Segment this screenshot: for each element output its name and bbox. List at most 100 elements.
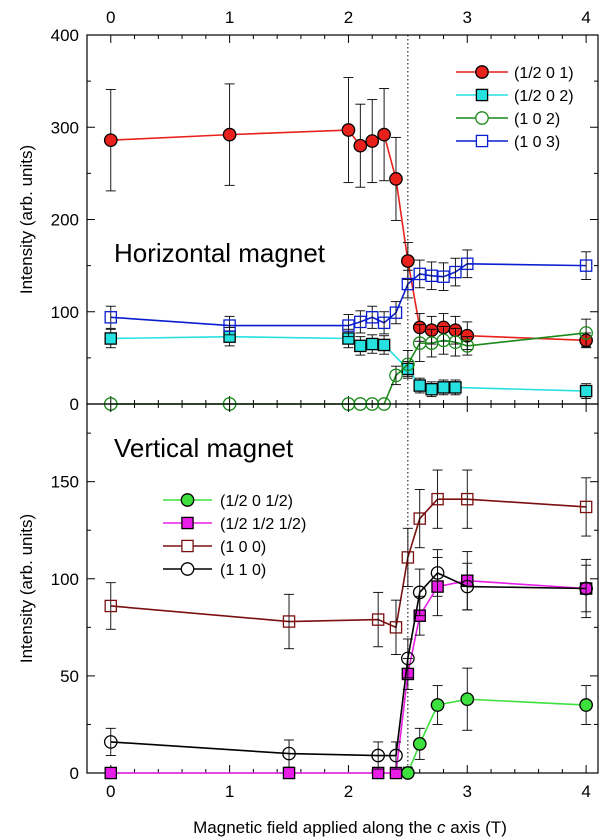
data-point (412, 585, 427, 600)
data-point (341, 123, 356, 137)
legend-marker (181, 539, 194, 553)
data-point (282, 615, 296, 628)
data-point (104, 311, 118, 324)
series-line (110, 262, 587, 327)
data-point (412, 737, 427, 751)
data-point (401, 277, 415, 291)
y-axis-label: Intensity (arb. units) (17, 514, 36, 663)
data-point (401, 551, 415, 564)
data-point (365, 311, 379, 324)
panel-annotation: Vertical magnet (114, 433, 294, 463)
data-point (425, 269, 438, 283)
data-point (282, 766, 296, 780)
x-tick-label: 1 (225, 782, 234, 801)
legend-label: (1 1 0) (220, 562, 266, 579)
data-point (437, 381, 450, 394)
legend-marker (180, 562, 195, 576)
series-line (110, 579, 587, 774)
data-point (436, 333, 451, 348)
y-axis-label: Intensity (arb. units) (17, 145, 36, 294)
data-point (424, 336, 439, 350)
data-point (431, 492, 444, 506)
legend-label: (1 0 0) (220, 539, 266, 556)
data-point (371, 613, 385, 626)
data-point (342, 319, 355, 332)
y-tick-label: 50 (60, 667, 79, 686)
data-point (579, 500, 593, 514)
data-point (425, 382, 438, 396)
data-point (579, 259, 593, 272)
data-point (579, 326, 593, 340)
data-point (579, 384, 593, 398)
legend-label: (1/2 0 1) (514, 65, 574, 82)
data-point (401, 766, 415, 780)
legend-marker (475, 111, 489, 125)
data-point (354, 315, 367, 329)
x-tick-label: 2 (344, 782, 353, 801)
data-point (377, 316, 391, 330)
x-tick-label: 0 (106, 782, 115, 801)
x-tick-label: 3 (463, 782, 472, 801)
y-tick-label: 0 (70, 764, 79, 783)
data-point (401, 357, 415, 372)
legend-label: (1 0 3) (514, 134, 560, 151)
data-point (579, 698, 593, 712)
data-point (449, 265, 462, 279)
data-point (389, 748, 403, 763)
data-point (430, 566, 445, 580)
data-point (430, 698, 445, 712)
y-tick-label: 400 (51, 26, 79, 45)
x-tick-label-top: 1 (225, 8, 234, 27)
x-tick-label: 4 (581, 782, 590, 801)
x-axis-label: Magnetic field applied along the c axis … (193, 818, 507, 837)
x-tick-label-top: 4 (581, 8, 590, 27)
legend-marker (180, 493, 195, 507)
data-point (461, 492, 474, 506)
data-point (448, 335, 463, 350)
data-point (223, 319, 236, 332)
data-point (389, 172, 403, 186)
y-tick-label: 300 (51, 118, 79, 137)
data-point (449, 381, 462, 394)
data-point (461, 257, 474, 271)
legend-label: (1/2 0 1/2) (220, 493, 293, 510)
legend-label: (1/2 1/2 1/2) (220, 516, 306, 533)
data-point (371, 748, 386, 763)
data-point (377, 338, 391, 352)
x-tick-label-top: 0 (106, 8, 115, 27)
data-point (104, 766, 118, 780)
data-point (365, 134, 380, 148)
y-tick-label: 150 (51, 473, 79, 492)
data-point (377, 127, 391, 142)
data-point (579, 581, 593, 596)
data-point (460, 339, 475, 353)
legend-marker (475, 134, 489, 148)
data-point (354, 339, 367, 353)
data-point (389, 306, 403, 319)
data-point (413, 512, 426, 525)
data-point (389, 368, 403, 383)
y-tick-label: 0 (70, 395, 79, 414)
data-point (104, 332, 118, 345)
data-point (103, 133, 118, 148)
legend-marker (475, 88, 489, 102)
x-axis-label-suffix: axis (T) (445, 818, 506, 837)
legend-marker (181, 516, 194, 530)
data-point (104, 599, 118, 613)
data-point (437, 270, 450, 283)
legend-label: (1/2 0 2) (514, 88, 574, 105)
y-tick-label: 100 (51, 303, 79, 322)
x-tick-label-top: 3 (463, 8, 472, 27)
x-axis-label-italic: c (437, 818, 446, 837)
y-tick-label: 200 (51, 211, 79, 230)
x-axis-label-prefix: Magnetic field applied along the (193, 818, 437, 837)
x-tick-label-top: 2 (344, 8, 353, 27)
data-point (413, 267, 426, 281)
y-tick-label: 100 (51, 570, 79, 589)
data-point (401, 651, 415, 666)
data-point (365, 337, 379, 351)
data-point (460, 692, 475, 707)
panel-annotation: Horizontal magnet (114, 238, 326, 268)
data-point (103, 735, 118, 749)
